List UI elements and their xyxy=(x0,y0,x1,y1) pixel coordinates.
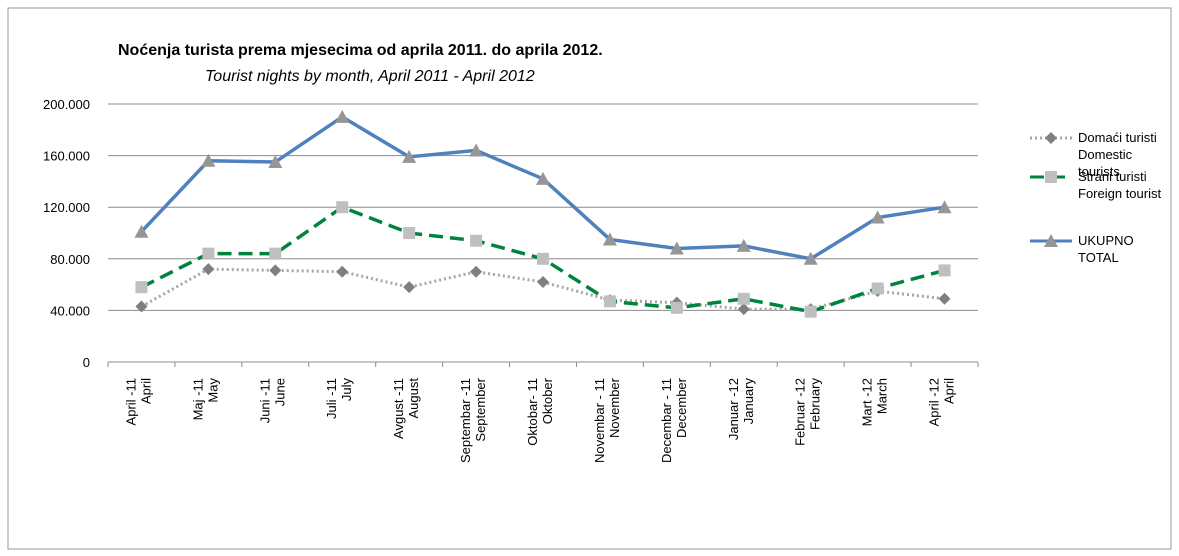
data-point xyxy=(669,241,684,255)
y-tick-label: 160.000 xyxy=(43,149,90,164)
x-tick-label: June xyxy=(272,378,287,406)
data-point xyxy=(403,281,416,294)
x-tick-label: Oktober xyxy=(540,377,555,424)
legend-label: Domaći turisti Domestic tourists xyxy=(1078,130,1157,179)
chart-border xyxy=(7,7,1172,550)
x-tick-label: September xyxy=(473,377,488,441)
data-point xyxy=(737,292,750,305)
x-tick-label: Januar -12 xyxy=(726,378,741,440)
x-tick-label: Juli -11 xyxy=(324,378,339,419)
data-point xyxy=(202,247,215,260)
data-point xyxy=(938,292,951,305)
x-tick-label: April xyxy=(138,378,153,404)
y-tick-label: 120.000 xyxy=(43,200,90,215)
x-tick-label: December xyxy=(674,377,689,438)
data-point xyxy=(134,224,149,238)
y-tick-label: 40.000 xyxy=(50,303,90,318)
legend-marker xyxy=(1045,171,1057,183)
data-point xyxy=(870,210,885,224)
data-point xyxy=(269,247,282,260)
data-point xyxy=(736,238,751,252)
x-tick-label: April -11 xyxy=(123,378,138,425)
data-point xyxy=(135,281,148,294)
data-point xyxy=(336,201,349,214)
x-tick-label: August xyxy=(406,378,421,419)
x-tick-label: Juni -11 xyxy=(257,378,272,423)
data-point xyxy=(603,295,616,308)
data-point xyxy=(202,263,215,276)
x-tick-label: Maj -11 xyxy=(190,378,205,420)
data-point xyxy=(804,305,817,318)
data-point xyxy=(135,300,148,313)
data-point xyxy=(670,301,683,314)
x-tick-label: May xyxy=(205,378,220,403)
x-tick-label: November xyxy=(607,377,622,438)
data-point xyxy=(938,264,951,277)
x-tick-label: Novembar - 11 xyxy=(592,378,607,463)
legend-marker xyxy=(1045,132,1057,144)
x-tick-label: April -12 xyxy=(927,378,942,426)
data-point xyxy=(871,282,884,295)
x-tick-label: January xyxy=(741,378,756,425)
x-tick-label: February xyxy=(808,378,823,431)
x-tick-label: Mart -12 xyxy=(860,378,875,426)
y-tick-label: 80.000 xyxy=(50,252,90,267)
data-point xyxy=(336,265,349,278)
data-point xyxy=(803,251,818,265)
legend-label: UKUPNO TOTAL xyxy=(1078,233,1134,265)
x-tick-label: July xyxy=(339,378,354,402)
y-tick-label: 0 xyxy=(83,355,90,370)
x-tick-label: Avgust -11 xyxy=(391,378,406,439)
data-point xyxy=(470,234,483,247)
data-point xyxy=(402,149,417,163)
data-point xyxy=(470,265,483,278)
x-tick-label: Oktobar- 11 xyxy=(525,378,540,446)
data-point xyxy=(268,155,283,169)
data-point xyxy=(937,200,952,214)
data-point xyxy=(469,143,484,157)
legend-label: Strani turisti Foreign tourist xyxy=(1078,169,1162,201)
x-tick-label: Septembar -11 xyxy=(458,378,473,463)
data-point xyxy=(536,171,550,185)
x-tick-label: April xyxy=(942,378,957,404)
data-point xyxy=(201,153,216,167)
legend-marker xyxy=(1044,234,1058,247)
y-tick-label: 200.000 xyxy=(43,97,90,112)
data-point xyxy=(269,264,282,277)
data-point xyxy=(537,276,549,289)
data-point xyxy=(335,109,350,123)
data-point xyxy=(737,303,750,316)
x-tick-label: Februar -12 xyxy=(793,378,808,446)
x-tick-label: Decembar - 11 xyxy=(659,378,674,463)
chart-title: Noćenja turista prema mjesecima od april… xyxy=(118,42,603,59)
chart-subtitle: Tourist nights by month, April 2011 - Ap… xyxy=(205,68,535,85)
x-tick-label: March xyxy=(875,378,890,414)
data-point xyxy=(403,227,416,239)
data-point xyxy=(537,252,549,265)
data-point xyxy=(602,232,617,246)
